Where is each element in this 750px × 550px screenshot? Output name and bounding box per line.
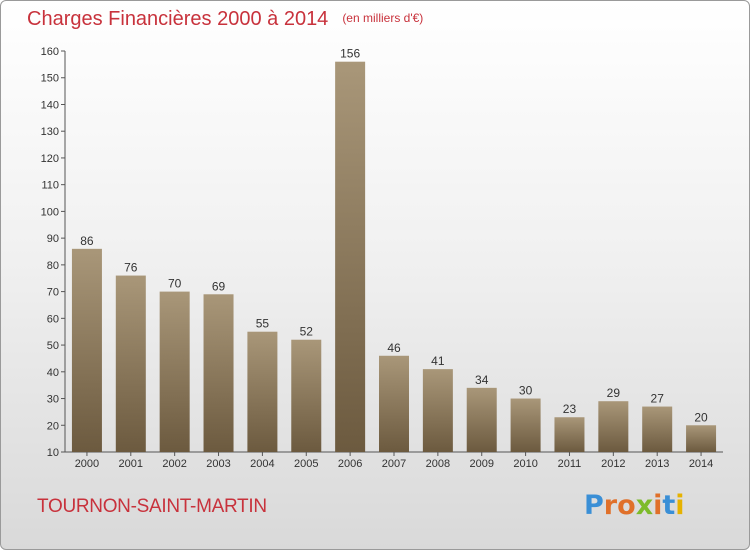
value-label-2011: 23 xyxy=(563,402,577,416)
value-label-2002: 70 xyxy=(168,277,182,291)
y-tick-label: 150 xyxy=(41,73,59,85)
bar-2003 xyxy=(203,294,234,452)
y-tick-label: 160 xyxy=(41,46,59,58)
bar-2007 xyxy=(379,355,409,452)
logo-letter: i xyxy=(675,490,685,521)
y-tick-label: 80 xyxy=(47,260,59,272)
y-tick-label: 70 xyxy=(47,287,59,299)
bar-2012 xyxy=(598,401,629,452)
y-tick-label: 100 xyxy=(41,206,59,218)
y-tick-label: 10 xyxy=(47,447,59,459)
bar-2001 xyxy=(115,275,146,452)
x-tick-label-2002: 2002 xyxy=(162,458,186,470)
proxiti-logo: Proxiti xyxy=(584,490,685,521)
x-tick-label-2001: 2001 xyxy=(119,458,143,470)
chart-title-text: Charges Financières 2000 à 2014 xyxy=(27,8,329,30)
value-label-2013: 27 xyxy=(651,392,665,406)
y-tick-label: 110 xyxy=(41,180,59,192)
y-tick-label: 90 xyxy=(47,233,59,245)
y-tick-label: 30 xyxy=(47,394,59,406)
chart-unit-label: (en milliers d'€) xyxy=(342,11,424,25)
y-tick-label: 40 xyxy=(47,367,59,379)
y-tick-label: 50 xyxy=(47,340,59,352)
x-tick-label-2013: 2013 xyxy=(645,458,669,470)
commune-name: TOURNON-SAINT-MARTIN xyxy=(37,496,267,517)
value-label-2006: 156 xyxy=(340,47,360,61)
logo-letter: o xyxy=(617,490,636,521)
chart-bars xyxy=(71,61,717,453)
bar-2004 xyxy=(247,331,278,452)
bar-2014 xyxy=(686,425,717,452)
value-label-2005: 52 xyxy=(300,325,314,339)
value-label-2009: 34 xyxy=(475,373,489,387)
value-label-2012: 29 xyxy=(607,386,621,400)
bar-2000 xyxy=(71,248,102,452)
x-tick-label-2009: 2009 xyxy=(469,458,493,470)
value-label-2008: 41 xyxy=(431,354,445,368)
x-tick-label-2007: 2007 xyxy=(382,458,406,470)
chart-title: Charges Financières 2000 à 2014 (en milli… xyxy=(27,8,423,31)
bar-2013 xyxy=(642,406,673,452)
x-tick-label-2006: 2006 xyxy=(338,458,362,470)
value-label-2004: 55 xyxy=(256,317,270,331)
chart-value-labels: 86 76 70 69 55 52 156 46 41 34 30 23 29 27 20 xyxy=(80,47,708,425)
x-tick-label-2004: 2004 xyxy=(250,458,274,470)
y-tick-label: 20 xyxy=(47,420,59,432)
value-label-2010: 30 xyxy=(519,384,533,398)
x-tick-label-2014: 2014 xyxy=(689,458,713,470)
x-tick-label-2005: 2005 xyxy=(294,458,318,470)
x-tick-label-2008: 2008 xyxy=(426,458,450,470)
logo-letter: P xyxy=(584,490,604,521)
bar-2010 xyxy=(510,398,541,452)
x-tick-label-2011: 2011 xyxy=(558,458,582,470)
logo-letter: x xyxy=(635,490,654,521)
logo-letter: i xyxy=(653,490,663,521)
bar-2006 xyxy=(335,61,366,453)
y-tick-label: 140 xyxy=(41,99,59,111)
logo-letter: t xyxy=(662,490,676,521)
bar-2002 xyxy=(159,291,190,452)
x-tick-label-2010: 2010 xyxy=(513,458,537,470)
x-tick-label-2012: 2012 xyxy=(601,458,625,470)
x-tick-label-2000: 2000 xyxy=(75,458,99,470)
value-label-2001: 76 xyxy=(124,261,138,275)
y-tick-label: 60 xyxy=(47,313,59,325)
x-tick-label-2003: 2003 xyxy=(206,458,230,470)
bar-2005 xyxy=(291,339,322,452)
y-tick-label: 120 xyxy=(41,153,59,165)
value-label-2014: 20 xyxy=(694,410,708,424)
value-label-2007: 46 xyxy=(387,341,401,355)
bar-2008 xyxy=(422,369,453,452)
bar-2011 xyxy=(554,417,585,452)
bar-2009 xyxy=(466,387,497,452)
value-label-2000: 86 xyxy=(80,234,94,248)
value-label-2003: 69 xyxy=(212,279,226,293)
y-tick-label: 130 xyxy=(41,126,59,138)
logo-letter: r xyxy=(603,490,618,521)
